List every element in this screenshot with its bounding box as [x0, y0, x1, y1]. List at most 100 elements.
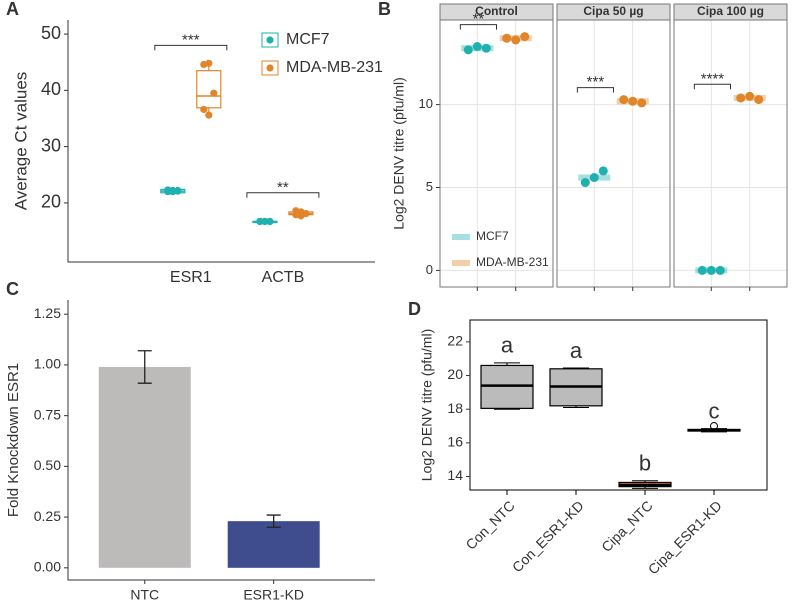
y-axis-title: Log2 DENV titre (pfu/ml): [419, 329, 435, 482]
point: [502, 33, 512, 43]
legend-dot: [266, 64, 274, 72]
x-tick-label: ACTB: [262, 269, 305, 286]
point: [715, 265, 725, 275]
y-tick-label: 16: [447, 434, 463, 450]
point: [598, 166, 608, 176]
point: [619, 95, 629, 105]
legend-label: MCF7: [476, 229, 509, 243]
panel-label: A: [6, 0, 19, 19]
significance-bracket: [693, 83, 731, 90]
point: [205, 111, 213, 119]
significance-bracket: [246, 192, 320, 198]
x-tick-label: Cipa_NTC: [598, 497, 656, 555]
group-letter: c: [709, 398, 720, 423]
y-tick-label: 50: [41, 23, 61, 43]
legend-swatch: [452, 234, 470, 240]
plot-frame: [469, 319, 768, 491]
y-tick-label: 0.50: [34, 457, 61, 473]
significance-label: ***: [587, 74, 605, 91]
box: [196, 70, 222, 109]
point: [745, 91, 755, 101]
point: [511, 35, 521, 45]
y-axis-title: Average Ct values: [11, 72, 30, 211]
point: [580, 178, 590, 188]
bar: [98, 366, 191, 568]
group-letter: a: [570, 338, 583, 363]
x-tick-label: ESR1-KD: [243, 587, 304, 603]
point: [706, 265, 716, 275]
legend-dot: [266, 36, 274, 44]
facet-strip: [673, 3, 788, 21]
y-tick-label: 1.00: [34, 356, 61, 372]
point: [736, 93, 746, 103]
point: [205, 59, 213, 67]
panel-label: B: [378, 0, 391, 19]
legend-label: MCF7: [286, 31, 330, 48]
axes: [67, 300, 375, 581]
point: [210, 89, 218, 97]
x-tick-label: Con_NTC: [462, 497, 517, 552]
point: [472, 42, 482, 52]
facet-label: Cipa 100 µg: [697, 4, 764, 18]
x-tick-label: Cipa_ESR1-KD: [645, 497, 725, 577]
point: [697, 265, 707, 275]
point: [481, 43, 491, 53]
significance-label: **: [473, 11, 485, 28]
y-tick-label: 20: [447, 366, 463, 382]
x-tick-label: ESR1: [170, 269, 212, 286]
y-tick-label: 0.00: [34, 559, 61, 575]
x-tick-label: NTC: [130, 587, 159, 603]
box: [480, 364, 534, 409]
error-bar: [266, 514, 281, 528]
facet-frame: [673, 19, 788, 288]
point: [200, 105, 208, 114]
outlier: [710, 422, 718, 431]
point: [754, 95, 764, 105]
y-tick-label: 0.25: [34, 508, 61, 524]
point: [297, 212, 305, 220]
facet-strip: [556, 3, 671, 21]
point: [261, 217, 269, 226]
y-tick-label: 0: [426, 262, 433, 277]
bar: [227, 521, 320, 568]
significance-bracket: [154, 44, 228, 51]
y-tick-label: 18: [447, 400, 463, 416]
facet-label: Cipa 50 µg: [583, 4, 643, 18]
point: [256, 217, 264, 226]
point: [463, 45, 473, 55]
x-tick-label: Con_ESR1-KD: [509, 497, 587, 575]
y-tick-label: 40: [41, 79, 61, 99]
facet-frame: [556, 19, 671, 288]
y-tick-label: 1.25: [34, 305, 61, 321]
group-letter: b: [639, 451, 651, 476]
group-letter: a: [501, 333, 514, 358]
legend-label: MDA-MB-231: [476, 255, 549, 269]
panel-label: D: [408, 299, 421, 319]
point: [174, 186, 182, 195]
y-tick-label: 10: [419, 96, 433, 111]
significance-bracket: [576, 87, 614, 93]
legend-label: MDA-MB-231: [286, 59, 383, 76]
y-tick-label: 0.75: [34, 406, 61, 422]
point: [628, 96, 638, 106]
legend-swatch: [452, 260, 470, 266]
significance-bracket: [459, 24, 497, 30]
facet-strip: [439, 3, 554, 21]
point: [520, 32, 530, 42]
y-axis-title: Fold Knockdown ESR1: [5, 363, 22, 517]
significance-label: **: [277, 179, 289, 196]
point: [266, 217, 274, 226]
y-tick-label: 20: [41, 192, 61, 212]
significance-label: ***: [182, 31, 200, 48]
axes: [67, 20, 375, 263]
facet-frame: [439, 19, 554, 288]
significance-label: ****: [701, 70, 725, 87]
panel-label: C: [6, 279, 19, 299]
facet-label: Control: [475, 4, 518, 18]
y-tick-label: 22: [447, 333, 463, 349]
point: [589, 173, 599, 183]
error-bar: [137, 350, 152, 384]
y-tick-label: 14: [447, 467, 463, 483]
point: [637, 98, 647, 108]
